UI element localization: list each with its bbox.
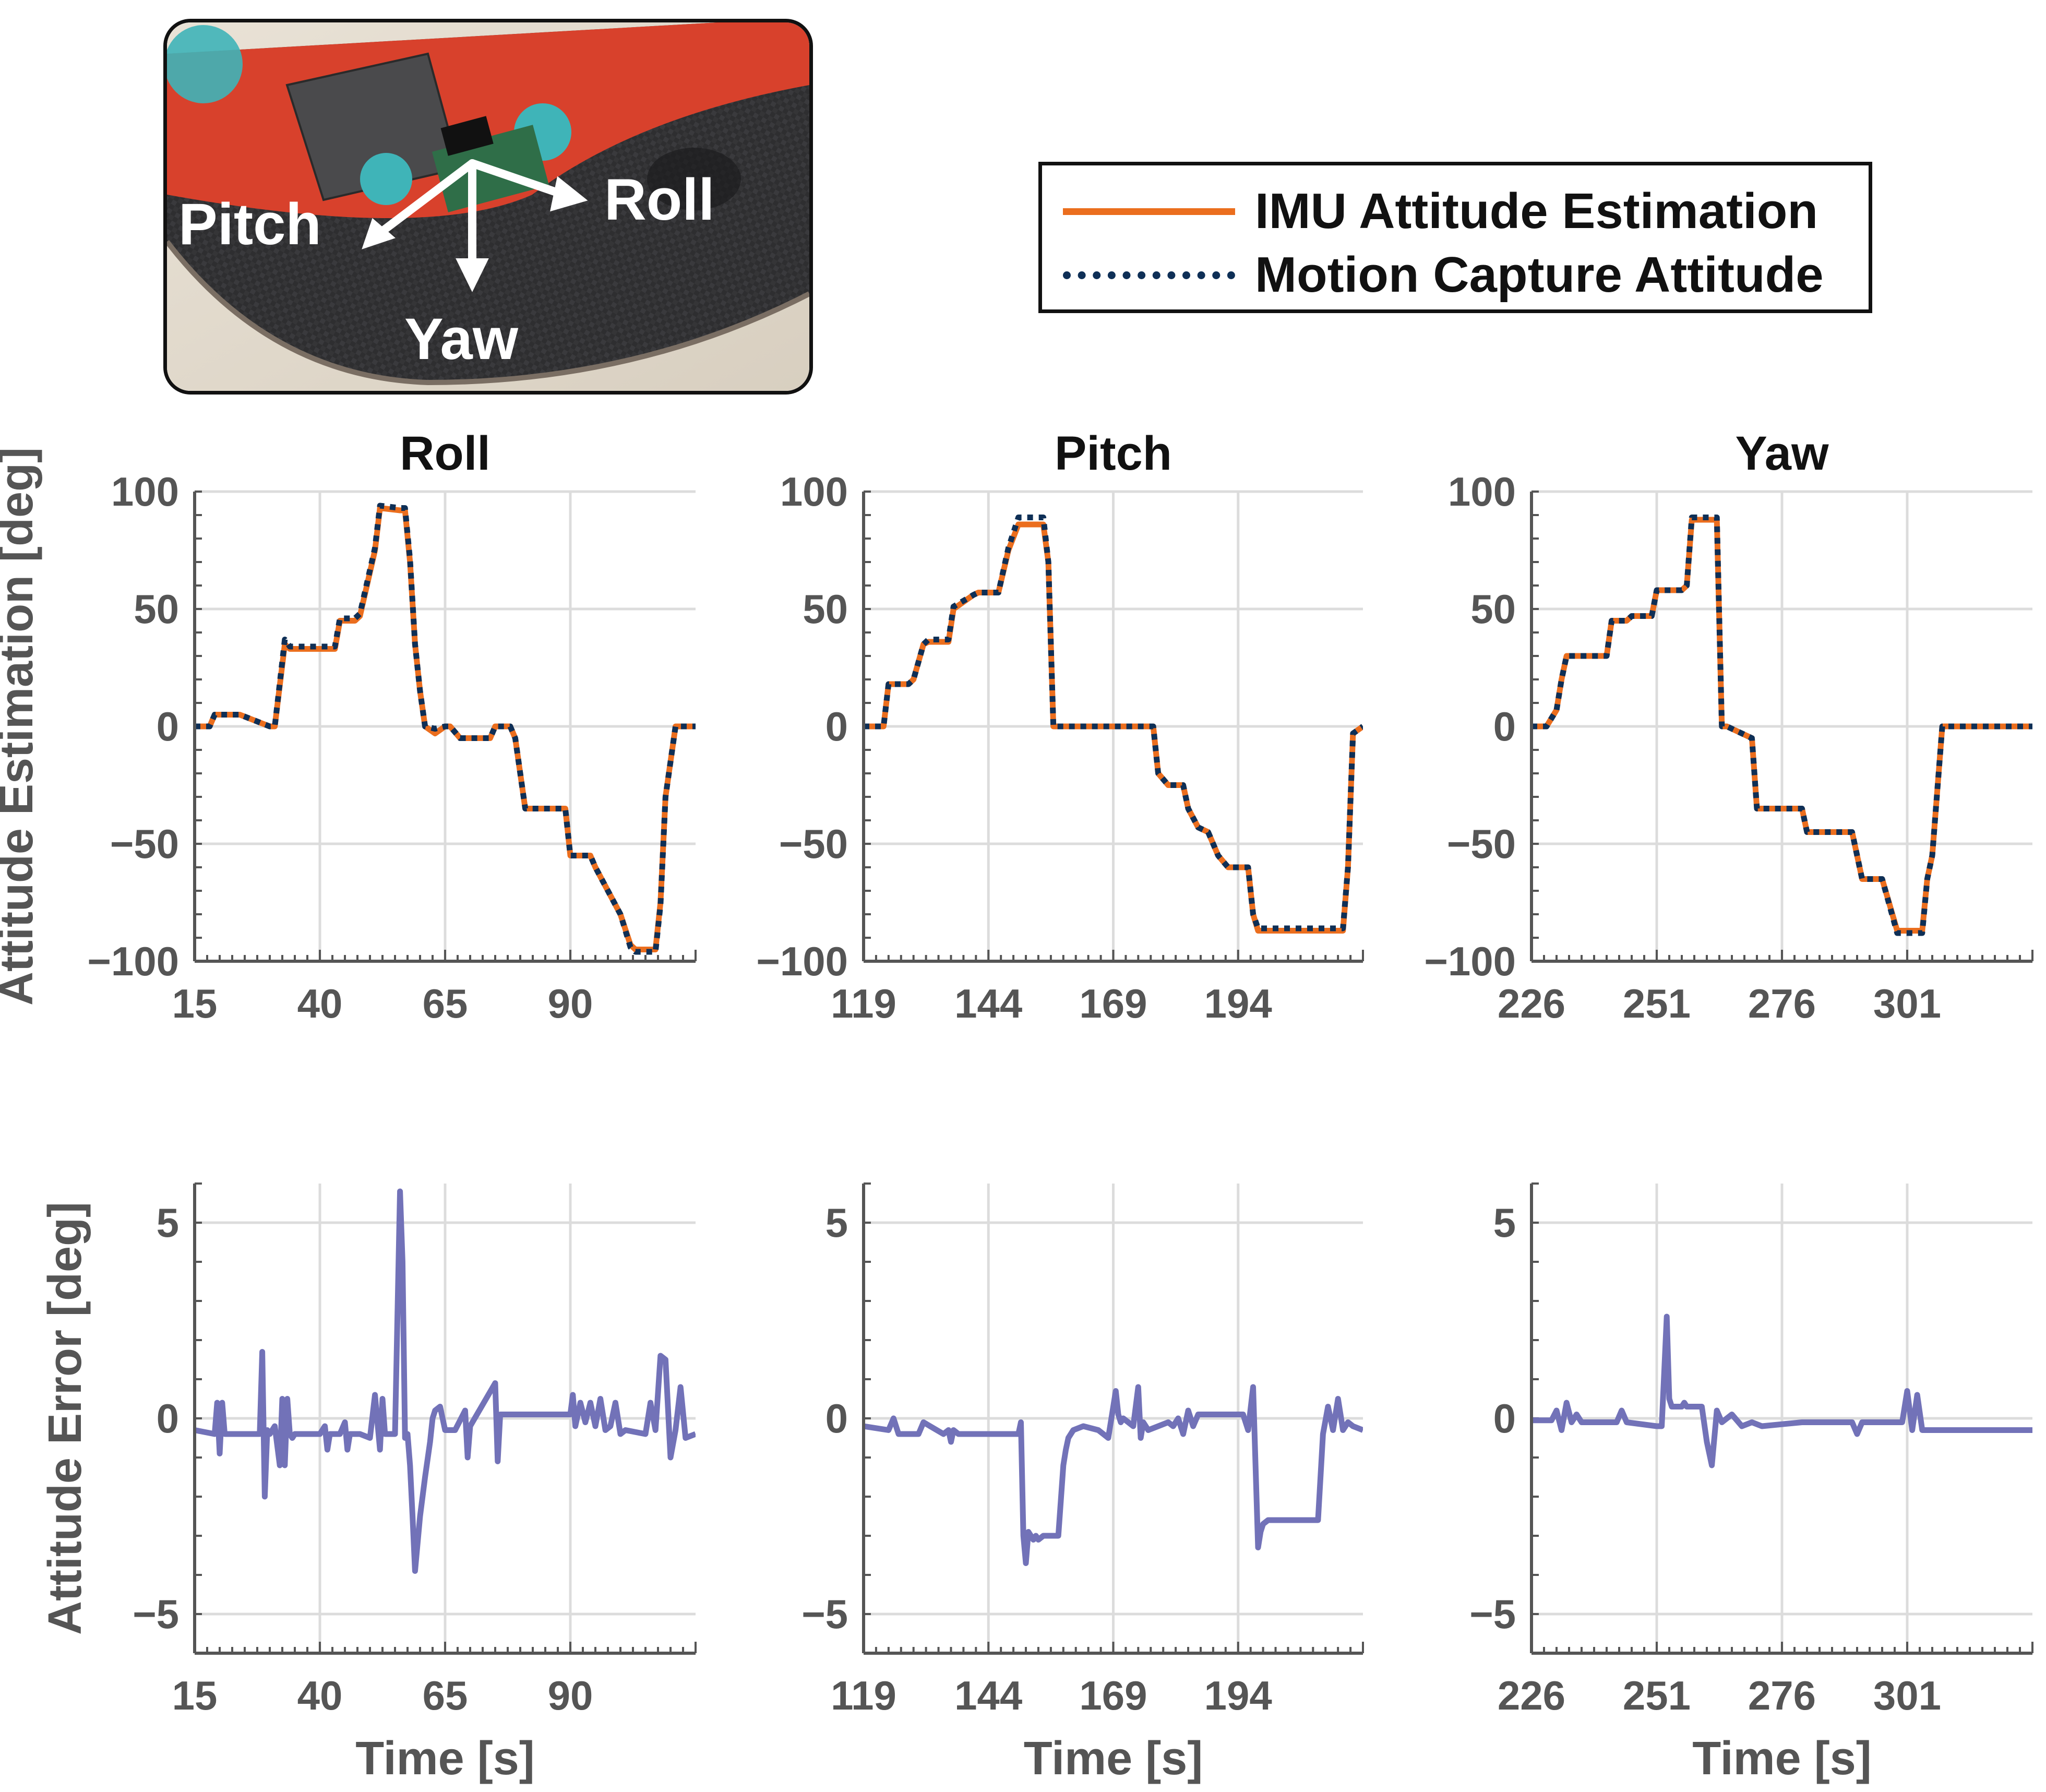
x-tick-label: 276 [1748,981,1816,1026]
legend-entry-mocap: Motion Capture Attitude [1063,244,1824,306]
y-tick-label: −50 [1447,821,1516,867]
y-tick-label: 50 [803,586,848,632]
x-tick-label: 40 [297,1672,343,1718]
y-tick-label: 0 [157,1395,179,1441]
y-tick-label: −5 [133,1591,179,1637]
y-tick-label: −100 [1424,938,1516,984]
legend-swatch-mocap [1063,271,1235,279]
roll-error-panel: 15 40 65 90 5 0 −5 Attitude Error [deg] Time [s] [39,1182,697,1785]
y-tick-label: 5 [1493,1200,1516,1246]
y-axis-label: Attitude Error [deg] [39,1202,91,1635]
y-tick-label: 100 [780,469,848,515]
photo-label-yaw: Yaw [404,306,519,372]
x-axis-label: Time [s] [1692,1733,1871,1785]
y-tick-label: 5 [825,1200,848,1246]
y-axis-label: Attitude Estimation [deg] [0,447,43,1006]
y-tick-label: 0 [825,1395,848,1441]
x-axis-label: Time [s] [1024,1733,1203,1785]
x-tick-label: 90 [548,981,593,1026]
error-series-line [1531,1313,2032,1468]
x-tick-label: 119 [831,981,896,1026]
legend-swatch-imu [1063,208,1235,215]
y-tick-label: −50 [110,821,179,867]
x-tick-label: 301 [1873,981,1941,1026]
x-tick-label: 15 [172,1672,218,1718]
x-tick-label: 65 [423,981,468,1026]
y-tick-label: 100 [111,469,179,515]
x-tick-label: 226 [1498,1672,1565,1718]
x-tick-label: 15 [172,981,218,1026]
x-tick-label: 169 [1079,1672,1147,1718]
y-tick-label: 100 [1448,469,1516,515]
x-tick-label: 144 [954,1672,1022,1718]
x-tick-label: 65 [423,1672,468,1718]
mocap-series-line [195,503,696,955]
panel-title: Yaw [1735,427,1828,480]
error-series-line [864,1384,1363,1566]
x-tick-label: 251 [1623,981,1691,1026]
pitch-estimation-panel: 119 144 169 194 100 50 0 −50 −100 Pitch [756,427,1364,1026]
legend: IMU Attitude Estimation Motion Capture A… [1038,162,1872,313]
error-series-line [195,1188,696,1574]
y-tick-label: 50 [134,586,179,632]
x-axis-label: Time [s] [355,1733,534,1785]
photo-inset: Pitch Roll Yaw [163,19,813,395]
x-tick-label: 119 [831,1672,896,1718]
panel-title: Roll [400,427,490,480]
pitch-error-panel: 119 144 169 194 5 0 −5 Time [s] [801,1182,1364,1785]
yaw-estimation-panel: 226 251 276 301 100 50 0 −50 −100 Yaw [1424,427,2033,1026]
y-tick-label: −100 [756,938,848,984]
y-tick-label: −5 [1469,1591,1516,1637]
y-tick-label: 50 [1470,586,1516,632]
y-tick-label: −5 [801,1591,848,1637]
x-tick-label: 144 [954,981,1022,1026]
panel-title: Pitch [1055,427,1172,480]
legend-label-mocap: Motion Capture Attitude [1255,247,1824,303]
x-tick-label: 169 [1079,981,1147,1026]
x-tick-label: 276 [1748,1672,1816,1718]
legend-entry-imu: IMU Attitude Estimation [1063,180,1818,243]
y-tick-label: 0 [1493,1395,1516,1441]
y-tick-label: 0 [1493,703,1516,749]
roll-estimation-panel: 15 40 65 90 100 50 0 −50 −100 Roll Attitude Estima… [0,427,697,1026]
y-tick-label: 0 [157,703,179,749]
snowboard-photo: Pitch Roll Yaw [167,22,809,391]
y-tick-label: 5 [157,1200,179,1246]
x-tick-label: 194 [1204,1672,1272,1718]
x-tick-label: 226 [1498,981,1565,1026]
y-tick-label: −50 [779,821,848,867]
x-tick-label: 301 [1873,1672,1941,1718]
legend-label-imu: IMU Attitude Estimation [1255,183,1818,239]
photo-label-roll: Roll [604,167,715,232]
x-tick-label: 90 [548,1672,593,1718]
photo-label-pitch: Pitch [178,192,321,257]
imu-series-line [864,521,1363,934]
yaw-error-panel: 226 251 276 301 5 0 −5 Time [s] [1469,1182,2033,1785]
y-tick-label: 0 [825,703,848,749]
x-tick-label: 194 [1204,981,1272,1026]
x-tick-label: 40 [297,981,343,1026]
y-tick-label: −100 [87,938,179,984]
mocap-series-line [1531,515,2032,936]
x-tick-label: 251 [1623,1672,1691,1718]
